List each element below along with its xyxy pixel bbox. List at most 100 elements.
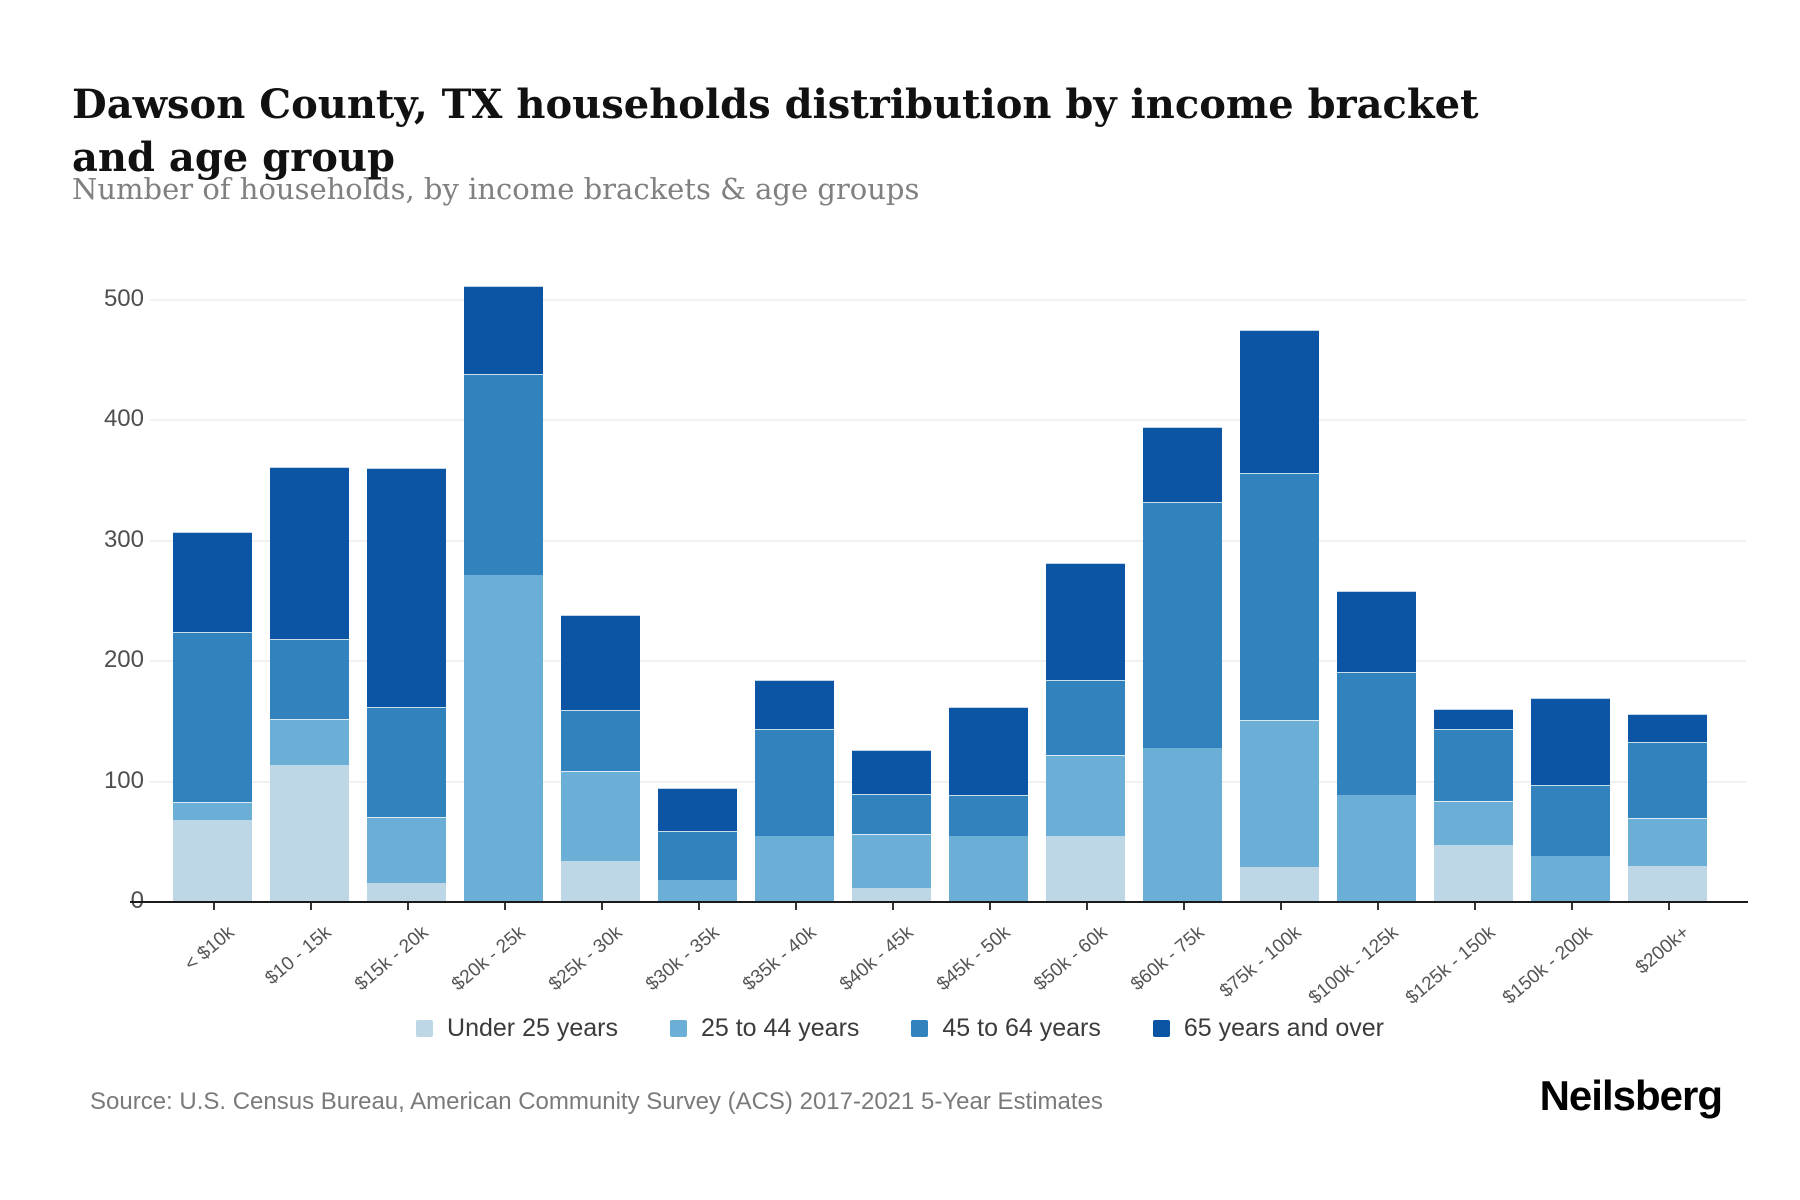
bar-10k [173, 531, 252, 902]
x-tick [891, 903, 894, 910]
chart-title: Dawson County, TX households distributio… [72, 80, 1479, 181]
bar-segment[interactable] [464, 373, 543, 575]
bar-segment[interactable] [755, 728, 834, 836]
bar-segment[interactable] [464, 285, 543, 374]
bar-segment[interactable] [270, 466, 349, 639]
bar-segment[interactable] [852, 794, 931, 834]
x-tick [212, 903, 215, 910]
bar-segment[interactable] [1143, 502, 1222, 748]
bar-segment[interactable] [755, 835, 834, 902]
bar-segment[interactable] [1046, 679, 1125, 756]
bar-segment[interactable] [949, 795, 1028, 836]
bar-segment[interactable] [1628, 742, 1707, 818]
bar-segment[interactable] [949, 835, 1028, 902]
bar-45k-50k [949, 707, 1028, 902]
x-axis-label: $200k+ [1631, 922, 1693, 979]
bar-segment[interactable] [1240, 329, 1319, 473]
x-axis-label: $75k - 100k [1215, 922, 1305, 1002]
bar-30k-35k [658, 788, 737, 902]
gridline-300 [150, 539, 1746, 542]
bar-segment[interactable] [852, 749, 931, 795]
bar-segment[interactable] [1143, 426, 1222, 503]
legend-swatch [669, 1019, 687, 1037]
bar-segment[interactable] [1628, 865, 1707, 902]
bar-segment[interactable] [1531, 697, 1610, 786]
bar-segment[interactable] [367, 816, 446, 883]
x-axis-label: $20k - 25k [447, 922, 529, 996]
bar-segment[interactable] [949, 707, 1028, 796]
bar-segment[interactable] [1337, 794, 1416, 902]
x-axis-label: $15k - 20k [350, 922, 432, 996]
bar-segment[interactable] [658, 788, 737, 832]
neilsberg-logo: Neilsberg [1539, 1072, 1723, 1119]
bar-segment[interactable] [561, 861, 640, 902]
bar-segment[interactable] [1628, 713, 1707, 743]
bar-segment[interactable] [367, 467, 446, 708]
bar-segment[interactable] [173, 820, 252, 902]
bar-segment[interactable] [852, 887, 931, 902]
gridline-500 [150, 299, 1746, 301]
bar-200k [1628, 713, 1707, 902]
bar-segment[interactable] [1046, 835, 1125, 902]
y-tick-label-200: 200 [103, 646, 144, 674]
x-tick [1570, 903, 1573, 910]
bar-segment[interactable] [658, 880, 737, 902]
bar-50k-60k [1046, 563, 1125, 902]
bar-segment[interactable] [367, 882, 446, 902]
bar-segment[interactable] [1531, 785, 1610, 857]
bar-segment[interactable] [852, 833, 931, 888]
legend-item-25-to-44-years[interactable]: 25 to 44 years [669, 1014, 859, 1043]
bar-segment[interactable] [561, 770, 640, 862]
x-tick [503, 903, 506, 910]
bar-segment[interactable] [1337, 672, 1416, 795]
gridline-200 [150, 660, 1746, 663]
bar-segment[interactable] [1046, 755, 1125, 836]
bar-segment[interactable] [270, 638, 349, 720]
x-tick [406, 903, 409, 910]
bar-segment[interactable] [173, 802, 252, 821]
bar-segment[interactable] [270, 719, 349, 765]
bar-segment[interactable] [658, 831, 737, 881]
bar-segment[interactable] [1240, 867, 1319, 902]
bar-segment[interactable] [173, 531, 252, 632]
x-axis-label: $30k - 35k [641, 922, 723, 996]
legend: Under 25 years 25 to 44 years 45 to 64 yea… [0, 1008, 1800, 1048]
x-tick [1667, 903, 1670, 910]
bar-segment[interactable] [1434, 729, 1513, 802]
bar-segment[interactable] [1434, 845, 1513, 902]
bar-segment[interactable] [1143, 747, 1222, 902]
bar-segment[interactable] [464, 574, 543, 902]
x-axis-label: $40k - 45k [835, 922, 917, 996]
legend-item-45-to-64-years[interactable]: 45 to 64 years [911, 1014, 1101, 1043]
x-tick [697, 903, 700, 910]
legend-swatch [911, 1019, 929, 1037]
bar-segment[interactable] [173, 631, 252, 803]
bar-100k-125k [1337, 590, 1416, 902]
bar-segment[interactable] [1337, 590, 1416, 673]
x-tick [1182, 903, 1185, 910]
bar-segment[interactable] [561, 614, 640, 710]
bar-segment[interactable] [1240, 472, 1319, 721]
bar-segment[interactable] [1531, 856, 1610, 902]
bar-segment[interactable] [1240, 720, 1319, 868]
x-axis-label: $50k - 60k [1029, 922, 1111, 996]
bar-segment[interactable] [561, 709, 640, 771]
bar-segment[interactable] [1046, 563, 1125, 680]
bar-segment[interactable] [1434, 708, 1513, 730]
x-tick [794, 903, 797, 910]
bar-segment[interactable] [1434, 801, 1513, 846]
legend-item-65-years-and-over[interactable]: 65 years and over [1152, 1014, 1384, 1043]
x-axis-label: $25k - 30k [544, 922, 626, 996]
bar-segment[interactable] [755, 679, 834, 729]
x-axis-label: $45k - 50k [932, 922, 1014, 996]
bar-35k-40k [755, 679, 834, 902]
y-tick-label-500: 500 [103, 285, 144, 312]
bar-segment[interactable] [270, 764, 349, 902]
legend-item-under-25-years[interactable]: Under 25 years [416, 1014, 618, 1043]
legend-swatch [416, 1019, 434, 1037]
bar-segment[interactable] [367, 707, 446, 817]
x-tick [1279, 903, 1282, 910]
x-tick [309, 903, 312, 910]
bar-segment[interactable] [1628, 817, 1707, 866]
bar-75k-100k [1240, 329, 1319, 902]
